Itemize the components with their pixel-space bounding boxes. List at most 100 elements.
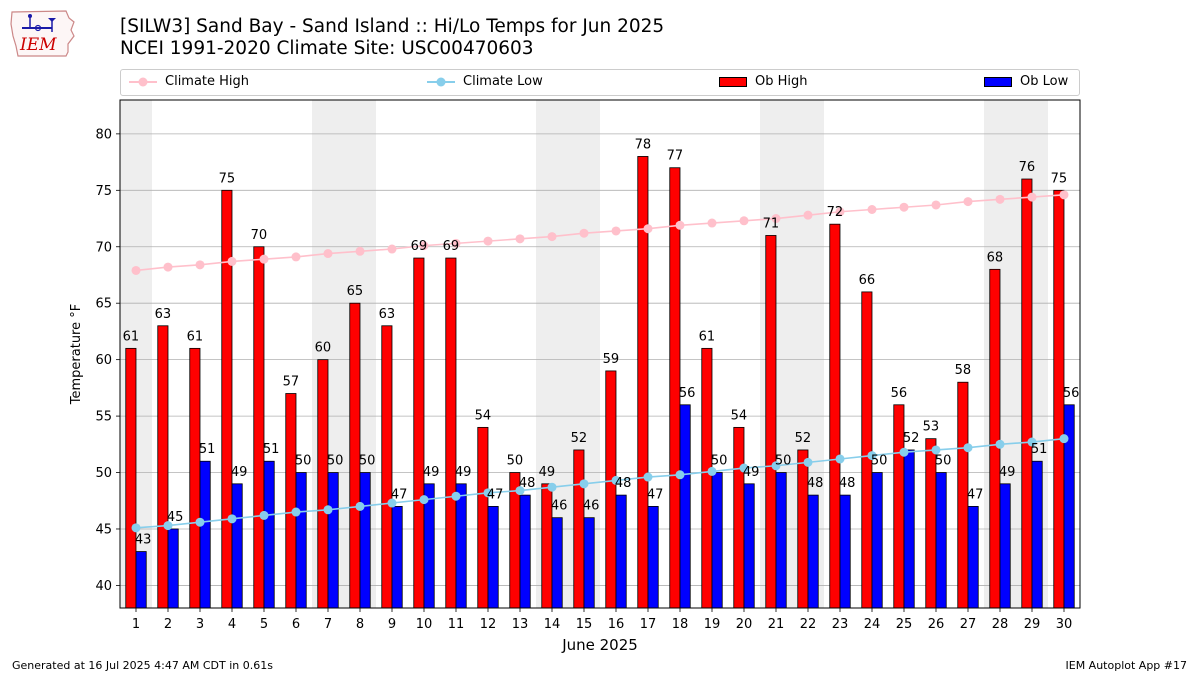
x-tick-label: 17 bbox=[640, 617, 657, 632]
ob-low-value-label: 49 bbox=[999, 465, 1016, 480]
ob-high-value-label: 53 bbox=[923, 420, 940, 435]
gridlines bbox=[120, 133, 1080, 586]
climate-low-point bbox=[739, 463, 749, 473]
climate-high-point bbox=[835, 207, 845, 217]
climate-low-point bbox=[643, 472, 653, 482]
climate-low-point bbox=[387, 498, 397, 508]
ob-low-bar bbox=[487, 505, 499, 609]
ob-low-bar bbox=[935, 472, 947, 609]
ob-high-value-label: 68 bbox=[987, 250, 1004, 265]
x-tick-label: 23 bbox=[832, 617, 849, 632]
climate-low-point bbox=[995, 439, 1005, 449]
ob-low-bar bbox=[455, 483, 467, 609]
climate-high-point bbox=[227, 256, 237, 266]
chart-subtitle: NCEI 1991-2020 Climate Site: USC00470603 bbox=[120, 38, 534, 59]
climate-high-point bbox=[547, 232, 557, 242]
ob-high-bar bbox=[317, 359, 329, 609]
x-tick-label: 1 bbox=[132, 617, 140, 632]
climate-low-point bbox=[195, 517, 205, 527]
ob-low-value-label: 48 bbox=[807, 476, 824, 491]
ob-high-value-label: 72 bbox=[827, 205, 844, 220]
climate-low-point bbox=[451, 491, 461, 501]
ob-low-bar bbox=[1031, 460, 1043, 609]
ob-high-value-label: 61 bbox=[123, 329, 140, 344]
climate-low-point bbox=[899, 447, 909, 457]
ob-high-value-label: 77 bbox=[667, 149, 684, 164]
ob-low-swatch-icon bbox=[984, 76, 1012, 87]
ob-low-bar bbox=[583, 517, 595, 609]
ob-high-bar bbox=[573, 449, 585, 609]
ob-low-value-label: 51 bbox=[199, 442, 216, 457]
iem-logo: IEM bbox=[8, 6, 80, 60]
x-tick-label: 28 bbox=[992, 617, 1009, 632]
climate-lines bbox=[131, 190, 1069, 533]
legend-item-ob-high: Ob High bbox=[719, 74, 808, 89]
ob-low-bar bbox=[711, 472, 723, 609]
ob-low-value-label: 50 bbox=[871, 454, 888, 469]
ob-low-bar bbox=[519, 494, 531, 609]
x-tick-label: 9 bbox=[388, 617, 396, 632]
climate-high-point bbox=[995, 194, 1005, 204]
x-tick-label: 12 bbox=[480, 617, 497, 632]
ob-low-bar bbox=[199, 460, 211, 609]
ob-high-bar bbox=[989, 268, 1001, 609]
y-tick-label: 60 bbox=[95, 353, 112, 368]
x-tick-label: 22 bbox=[800, 617, 817, 632]
ob-high-value-label: 70 bbox=[251, 228, 268, 243]
ob-low-bar bbox=[231, 483, 243, 609]
ob-high-value-label: 52 bbox=[795, 431, 812, 446]
ob-low-value-label: 52 bbox=[903, 431, 920, 446]
ob-low-value-label: 48 bbox=[519, 476, 536, 491]
ob-high-value-label: 61 bbox=[187, 329, 204, 344]
climate-high-point bbox=[643, 224, 653, 234]
ob-low-value-label: 50 bbox=[327, 454, 344, 469]
climate-high-point bbox=[195, 260, 205, 270]
ob-high-value-label: 76 bbox=[1019, 160, 1036, 175]
ob-high-bar bbox=[381, 325, 393, 609]
climate-high-point bbox=[771, 214, 781, 224]
ob-low-value-label: 50 bbox=[295, 454, 312, 469]
y-tick-label: 55 bbox=[95, 410, 112, 425]
ob-low-value-label: 45 bbox=[167, 510, 184, 525]
legend-item-climate-low: Climate Low bbox=[427, 74, 543, 89]
climate-low-point bbox=[579, 479, 589, 489]
climate-low-point bbox=[259, 510, 269, 520]
legend-label-ob-low: Ob Low bbox=[1020, 74, 1069, 89]
climate-low-point bbox=[931, 445, 941, 455]
ob-low-bar bbox=[999, 483, 1011, 609]
climate-low-point bbox=[419, 495, 429, 505]
ob-high-value-label: 78 bbox=[635, 137, 652, 152]
climate-low-point bbox=[675, 470, 685, 480]
ob-low-value-label: 49 bbox=[231, 465, 248, 480]
app-id-label: IEM Autoplot App #17 bbox=[1065, 659, 1188, 672]
climate-high-point bbox=[1059, 190, 1069, 200]
x-tick-label: 18 bbox=[672, 617, 689, 632]
climate-low-point bbox=[835, 454, 845, 464]
ob-low-value-label: 50 bbox=[935, 454, 952, 469]
ob-low-bar bbox=[679, 404, 691, 609]
ob-low-bar bbox=[167, 528, 179, 609]
climate-low-point bbox=[291, 507, 301, 517]
x-tick-label: 3 bbox=[196, 617, 204, 632]
ob-low-value-label: 49 bbox=[423, 465, 440, 480]
ob-high-bar bbox=[413, 257, 425, 609]
ob-high-value-label: 65 bbox=[347, 284, 364, 299]
ob-high-value-label: 66 bbox=[859, 273, 876, 288]
climate-high-point bbox=[515, 234, 525, 244]
climate-high-point bbox=[355, 246, 365, 256]
ob-high-value-label: 52 bbox=[571, 431, 588, 446]
x-tick-label: 14 bbox=[544, 617, 561, 632]
ob-low-bar bbox=[391, 505, 403, 609]
ob-low-value-label: 48 bbox=[839, 476, 856, 491]
generated-timestamp: Generated at 16 Jul 2025 4:47 AM CDT in … bbox=[12, 659, 273, 672]
title-block: [SILW3] Sand Bay - Sand Island :: Hi/Lo … bbox=[120, 16, 664, 60]
y-tick-label: 40 bbox=[95, 579, 112, 594]
ob-high-value-label: 56 bbox=[891, 386, 908, 401]
x-tick-label: 30 bbox=[1056, 617, 1073, 632]
climate-low-point bbox=[131, 523, 141, 533]
ob-low-value-label: 49 bbox=[743, 465, 760, 480]
ob-high-value-label: 61 bbox=[699, 329, 716, 344]
y-tick-label: 70 bbox=[95, 240, 112, 255]
